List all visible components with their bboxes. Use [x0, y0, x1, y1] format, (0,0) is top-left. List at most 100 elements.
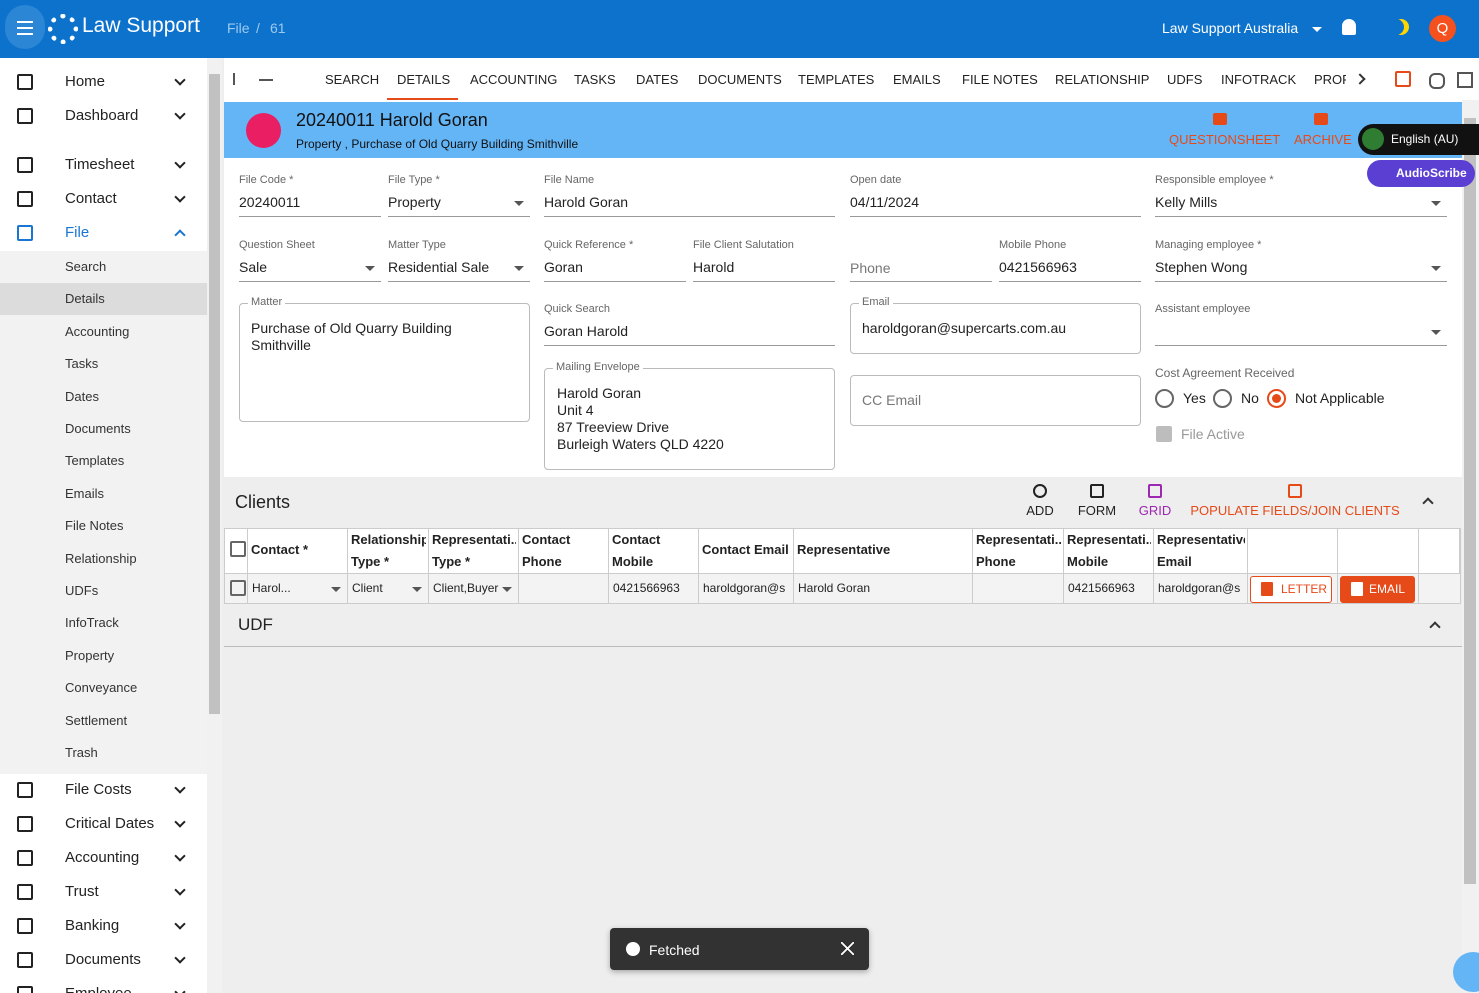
cell[interactable]: haroldgoran@s: [1158, 581, 1241, 595]
field-value[interactable]: 04/11/2024: [850, 194, 920, 210]
nav-item[interactable]: Banking: [65, 917, 120, 935]
cell[interactable]: haroldgoran@s: [703, 581, 786, 595]
nav-subitem[interactable]: Details: [65, 291, 105, 307]
organization[interactable]: Law Support Australia: [1162, 20, 1299, 36]
file-action[interactable]: ARCHIVE: [1294, 132, 1352, 147]
tab[interactable]: DETAILS: [397, 72, 451, 87]
field-value[interactable]: 0421566963: [999, 259, 1077, 275]
field-value[interactable]: Kelly Mills: [1155, 194, 1218, 210]
nav-item[interactable]: Timesheet: [65, 156, 135, 173]
clients-action[interactable]: POPULATE FIELDS/JOIN CLIENTS: [1190, 503, 1400, 518]
nav-item[interactable]: Documents: [65, 951, 141, 969]
dropdown-caret: [1431, 201, 1441, 206]
mailing-box[interactable]: [544, 368, 835, 470]
tab[interactable]: INFOTRACK: [1221, 72, 1297, 87]
tab[interactable]: TASKS: [574, 72, 616, 87]
breadcrumb[interactable]: File: [227, 20, 250, 36]
mailing-line: Unit 4: [557, 402, 594, 418]
column-header: Type *: [351, 554, 390, 569]
field-underline: [1155, 345, 1447, 346]
nav-item[interactable]: File: [65, 224, 90, 241]
column-header: Contact Email: [702, 542, 789, 557]
cell[interactable]: 0421566963: [1068, 581, 1135, 595]
file-action[interactable]: QUESTIONSHEET: [1169, 132, 1281, 147]
checkbox[interactable]: [1156, 426, 1172, 442]
nav-item[interactable]: Dashboard: [65, 107, 139, 124]
nav-subitem[interactable]: Conveyance: [65, 680, 138, 696]
nav-item[interactable]: File Costs: [65, 781, 132, 799]
radio[interactable]: [1213, 389, 1232, 408]
row-checkbox[interactable]: [230, 580, 246, 596]
nav-subitem[interactable]: File Notes: [65, 518, 124, 534]
header-checkbox[interactable]: [230, 541, 246, 557]
nav-subitem[interactable]: Documents: [65, 421, 131, 436]
nav-item[interactable]: Home: [65, 73, 106, 90]
nav-subitem[interactable]: Property: [65, 647, 115, 663]
nav-first[interactable]: [233, 73, 245, 85]
nav-subitem[interactable]: Templates: [65, 453, 125, 469]
nav-back[interactable]: [259, 79, 273, 91]
tab[interactable]: ACCOUNTING: [470, 72, 558, 87]
nav-subitem[interactable]: Emails: [65, 485, 105, 501]
avatar[interactable]: Q: [1429, 15, 1456, 42]
nav-item[interactable]: Employee: [65, 985, 132, 993]
nav-subitem[interactable]: Accounting: [65, 323, 130, 339]
side-toggle[interactable]: [1453, 952, 1479, 992]
field-label: Quick Search: [544, 303, 611, 315]
field-value[interactable]: Harold: [693, 259, 735, 275]
tab[interactable]: UDFS: [1167, 72, 1203, 87]
field-value[interactable]: 20240011: [239, 194, 301, 210]
radio[interactable]: [1155, 389, 1174, 408]
nav-subitem[interactable]: UDFs: [65, 583, 99, 598]
moon[interactable]: [1388, 19, 1404, 35]
tab[interactable]: SEARCH: [325, 72, 380, 87]
nav-item[interactable]: Accounting: [65, 849, 140, 867]
nav-subitem[interactable]: Search: [65, 259, 107, 274]
field-placeholder[interactable]: Phone: [850, 260, 891, 276]
nav-subitem[interactable]: InfoTrack: [65, 615, 119, 631]
bell[interactable]: [1342, 19, 1356, 35]
clients-action[interactable]: GRID: [1138, 503, 1172, 518]
email-box[interactable]: [850, 303, 1141, 354]
field-value[interactable]: Residential Sale: [388, 259, 490, 275]
cell[interactable]: Client: [352, 581, 383, 595]
cell[interactable]: Harol...: [252, 581, 291, 595]
audioscribe-widget[interactable]: [1367, 160, 1475, 187]
radio[interactable]: [1267, 389, 1286, 408]
tab[interactable]: EMAILS: [893, 72, 941, 87]
row-action: EMAIL: [1369, 582, 1406, 596]
logo: [48, 14, 78, 44]
tab[interactable]: PROF: [1314, 72, 1346, 87]
nav-subitem[interactable]: Tasks: [65, 356, 99, 372]
field-value[interactable]: Harold Goran: [544, 194, 629, 210]
chevron-up[interactable]: [1429, 621, 1441, 633]
clients-action[interactable]: FORM: [1077, 503, 1117, 518]
field-value[interactable]: Goran: [544, 259, 583, 275]
action-icon: [1148, 484, 1162, 498]
nav-subitem[interactable]: Trash: [65, 745, 98, 760]
tab[interactable]: RELATIONSHIP: [1055, 72, 1150, 87]
toast-close[interactable]: [841, 942, 854, 955]
cc-email-box[interactable]: [850, 375, 1141, 426]
nav-subitem[interactable]: Relationship: [65, 550, 137, 566]
field-value[interactable]: Sale: [239, 259, 268, 275]
tab[interactable]: FILE NOTES: [962, 72, 1038, 87]
clients-action[interactable]: ADD: [1026, 503, 1054, 518]
field-value[interactable]: Stephen Wong: [1155, 259, 1248, 275]
cell[interactable]: 0421566963: [613, 581, 680, 595]
cell[interactable]: Harold Goran: [798, 581, 871, 595]
nav-item[interactable]: Critical Dates: [65, 815, 155, 833]
field-value[interactable]: Goran Harold: [544, 323, 629, 339]
cell[interactable]: Client,Buyer: [433, 581, 499, 595]
tab[interactable]: DATES: [636, 72, 679, 87]
nav-subitem[interactable]: Dates: [65, 388, 99, 404]
tab[interactable]: DOCUMENTS: [698, 72, 782, 87]
nav-item[interactable]: Contact: [65, 190, 117, 207]
tab[interactable]: TEMPLATES: [798, 72, 875, 87]
nav-item[interactable]: Trust: [65, 883, 99, 901]
matter-box[interactable]: [239, 303, 530, 422]
nav-subitem[interactable]: Settlement: [65, 712, 128, 728]
box-label: Mailing Envelope: [553, 361, 643, 373]
icon: [17, 986, 33, 993]
field-value[interactable]: Property: [388, 194, 441, 210]
